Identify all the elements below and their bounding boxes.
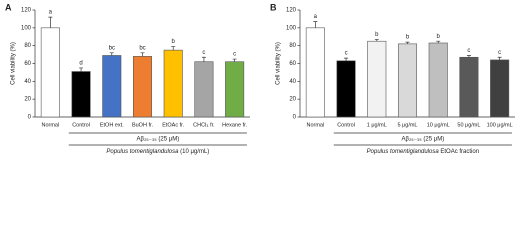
- x-tick-label: EtOAc fr.: [162, 122, 184, 128]
- error-bar: [79, 67, 84, 72]
- x-tick-label: Normal: [41, 122, 59, 128]
- panel-label: A: [5, 2, 12, 12]
- bar: [428, 42, 448, 118]
- x-tick-label: Normal: [306, 122, 324, 128]
- x-tick-label: Hexane fr.: [222, 122, 248, 128]
- x-tick-label: 50 μg/mL: [457, 122, 480, 128]
- y-axis-label: Cell viability (%): [11, 42, 17, 85]
- x-tick-label: Control: [72, 122, 90, 128]
- y-tick-label: 20: [24, 97, 31, 103]
- significance-letter: b: [437, 34, 441, 40]
- y-tick-label: 20: [289, 97, 296, 103]
- treatment-label: Aβ₂₅₋₃₅ (25 μM): [402, 137, 445, 143]
- error-bar: [140, 52, 145, 57]
- x-tick-label: CHCl₃ fr.: [193, 122, 215, 128]
- extract-detail: EtOAc fraction: [440, 149, 479, 155]
- significance-letter: b: [375, 32, 379, 38]
- significance-letter: b: [406, 35, 410, 41]
- y-tick-label: 100: [21, 25, 32, 31]
- error-bar: [436, 40, 441, 43]
- bar: [305, 27, 325, 118]
- significance-letter: d: [79, 61, 82, 67]
- significance-letter: c: [345, 51, 348, 57]
- significance-letter: a: [49, 10, 53, 16]
- x-tick-label: 1 μg/mL: [367, 122, 387, 128]
- x-tick-label: BuOH fr.: [132, 122, 154, 128]
- error-bar: [344, 57, 349, 61]
- bar: [225, 61, 245, 118]
- bar: [490, 59, 510, 118]
- significance-letter: bc: [109, 45, 115, 51]
- error-bar: [466, 55, 471, 58]
- bar: [336, 60, 356, 118]
- extract-label: Populus tomentiglandulosa (10 μg/mL): [106, 149, 209, 155]
- treatment-label: Aβ₂₅₋₃₅ (25 μM): [137, 137, 180, 143]
- error-bar: [232, 58, 237, 62]
- error-bar: [171, 46, 176, 51]
- extract-species: Populus tomentiglandulosa: [367, 149, 440, 155]
- significance-letter: c: [498, 50, 501, 56]
- x-tick-label: 100 μg/mL: [487, 122, 513, 128]
- bar: [459, 56, 479, 118]
- bar: [102, 55, 122, 118]
- error-bar: [201, 56, 206, 62]
- bar: [367, 40, 387, 118]
- panel-label: B: [270, 2, 277, 12]
- extract-label: Populus tomentiglandulosa EtOAc fraction: [367, 149, 479, 155]
- significance-letter: bc: [139, 45, 145, 51]
- significance-letter: a: [314, 14, 318, 20]
- significance-letter: c: [467, 48, 470, 54]
- bar: [163, 49, 183, 118]
- y-axis-label: Cell viability (%): [276, 42, 282, 85]
- error-bar: [405, 41, 410, 44]
- x-tick-label: 5 μg/mL: [398, 122, 418, 128]
- y-tick-label: 60: [289, 61, 296, 67]
- bar: [194, 61, 214, 118]
- extract-species: Populus tomentiglandulosa: [106, 149, 179, 155]
- y-tick-label: 0: [28, 115, 32, 121]
- significance-letter: c: [233, 52, 236, 58]
- y-tick-label: 40: [24, 79, 31, 85]
- x-tick-label: EtOH ext.: [100, 122, 124, 128]
- y-tick-label: 0: [293, 115, 297, 121]
- error-bar: [374, 39, 379, 42]
- error-bar: [313, 21, 318, 28]
- error-bar: [109, 52, 114, 56]
- bar: [397, 43, 418, 118]
- x-tick-label: 10 μg/mL: [427, 122, 450, 128]
- significance-letter: c: [202, 50, 205, 56]
- x-tick-label: Control: [337, 122, 355, 128]
- y-tick-label: 60: [24, 61, 31, 67]
- y-tick-label: 40: [289, 79, 296, 85]
- extract-detail: (10 μg/mL): [180, 149, 209, 155]
- bar: [40, 27, 60, 118]
- y-tick-label: 80: [24, 43, 31, 49]
- error-bar: [48, 16, 53, 28]
- y-tick-label: 120: [286, 8, 297, 14]
- error-bar: [497, 56, 502, 60]
- y-tick-label: 80: [289, 43, 296, 49]
- bar: [132, 56, 153, 118]
- bar: [71, 71, 91, 118]
- y-tick-label: 120: [21, 8, 32, 14]
- y-tick-label: 100: [286, 25, 297, 31]
- significance-letter: b: [172, 39, 176, 45]
- figure: A Cell viability (%) 0 20 40 60 80 100 120 a Norma…: [5, 2, 515, 155]
